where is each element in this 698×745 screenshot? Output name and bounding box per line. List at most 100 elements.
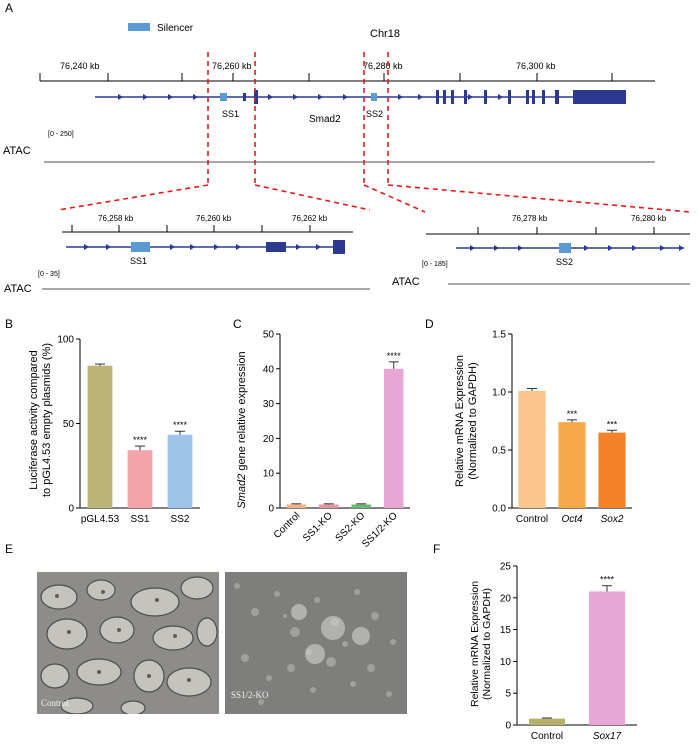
chart-b-bar <box>167 434 193 508</box>
ko-cell-field <box>225 572 407 714</box>
right-ruler-ticks <box>477 227 655 234</box>
chart-f-ytick-label: 10 <box>500 657 512 668</box>
left-tick-label: 76,258 kb <box>98 214 134 223</box>
atac-label-top: ATAC <box>3 145 31 157</box>
chart-c-ylabel-rest: gene relative expression <box>236 351 248 470</box>
chart-c-ytick-label: 40 <box>263 364 275 375</box>
microscopy-ss12-ko: SS1/2-KO <box>225 572 407 714</box>
chart-b-category-label: pGL4.53 <box>81 514 120 525</box>
microscopy-control: Control <box>37 572 219 714</box>
chart-b-category-label: SS2 <box>171 514 190 525</box>
chart-b-category-label: SS1 <box>131 514 150 525</box>
chart-f-ylabel-line1: Relative mRNA Expression <box>469 581 481 707</box>
chart-d-bar <box>518 390 546 508</box>
chart-f-sox17-expression: 0 5 10 15 20 25 Control **** Sox17 <box>500 562 637 742</box>
ss2-label-zoom: SS2 <box>556 257 573 267</box>
chart-b-ylabel-line2: to pGL4.53 empty plasmids (%) <box>41 343 53 497</box>
chart-b-bar <box>87 365 113 508</box>
chart-f-ytick-label: 25 <box>500 562 512 573</box>
smad2-gene-track <box>95 90 626 104</box>
photo-label-control: Control <box>41 698 69 708</box>
chart-b-ylabel-line1: Luciferase activity compared <box>28 350 40 489</box>
top-ruler-ticks <box>39 73 613 81</box>
chart-f-ytick-label: 5 <box>505 689 511 700</box>
right-tick-label: 76,278 kb <box>512 214 548 223</box>
panel-letter-e: E <box>5 542 13 556</box>
atac-label-right: ATAC <box>392 276 420 288</box>
chart-f-ytick-label: 15 <box>500 625 512 636</box>
ss2-label-top: SS2 <box>366 109 383 119</box>
panel-letter-d: D <box>425 317 434 331</box>
chart-d-significance-label: *** <box>607 419 618 429</box>
left-ruler-ticks <box>71 225 311 232</box>
chart-b-ytick-label: 0 <box>68 504 74 515</box>
left-tick-label: 76,262 kb <box>292 214 328 223</box>
chart-d-ylabel: Relative mRNA Expression(Normalized to G… <box>454 355 479 487</box>
chart-b-bar <box>127 450 153 508</box>
atac-label-left: ATAC <box>4 283 32 295</box>
ss1-label-zoom: SS1 <box>130 256 147 266</box>
control-cell-colonies <box>37 572 219 714</box>
top-tick-label: 76,300 kb <box>516 61 556 71</box>
atac-range-right: [0 - 185] <box>422 261 448 268</box>
chart-c-ylabel-gene: Smad2 <box>236 474 248 509</box>
right-gene-track <box>456 243 684 253</box>
chart-c-smad2-expression: 01020304050ControlSS1-KOSS2-KO****SS1/2-… <box>263 330 410 550</box>
chart-c-bar <box>319 504 339 508</box>
zoom-guide-lines <box>57 52 691 213</box>
chart-c-ylabel: Smad2 gene relative expression <box>236 351 248 508</box>
chart-f-ytick-label: 0 <box>505 721 511 732</box>
chart-c-bar <box>286 504 306 508</box>
panel-letter-c: C <box>233 317 242 331</box>
left-gene-track <box>66 240 345 254</box>
smad2-gene-label: Smad2 <box>309 114 341 125</box>
chart-f-ytick-label: 20 <box>500 593 512 604</box>
chart-b-ylabel: Luciferase activity comparedto pGL4.53 e… <box>28 343 53 497</box>
chart-c-ytick-label: 30 <box>263 399 275 410</box>
top-tick-label: 76,260 kb <box>212 61 252 71</box>
chart-d-category-label: Oct4 <box>561 514 583 525</box>
chart-d-ytick-label: 0.5 <box>492 446 506 457</box>
chart-f-ylabel: Relative mRNA Expression(Normalized to G… <box>469 581 493 707</box>
chart-f-bar <box>529 718 565 725</box>
chart-b-ytick-label: 50 <box>63 419 75 430</box>
chart-b-luciferase: 0 50 100 pGL4.53 **** SS1 **** SS2 <box>57 335 200 525</box>
chart-c-ytick-label: 10 <box>263 469 275 480</box>
chart-f-ylabel-line2: (Normalized to GAPDH) <box>481 588 493 700</box>
chromosome-label: Chr18 <box>370 28 400 40</box>
chart-d-ylabel-line1: Relative mRNA Expression <box>454 355 466 487</box>
chart-f-significance-label: **** <box>600 575 615 585</box>
chart-c-ytick-label: 0 <box>268 504 274 515</box>
chart-d-ytick-label: 0.0 <box>492 504 506 515</box>
right-tick-label: 76,280 kb <box>631 214 667 223</box>
chart-d-category-label: Control <box>516 514 548 525</box>
chart-b-significance-label: **** <box>173 420 188 430</box>
panel-letter-a: A <box>5 1 13 15</box>
photo-label-ss12-ko: SS1/2-KO <box>231 690 269 700</box>
chart-d-mrna-expression: 0.0 0.5 1.0 1.5 Control *** Oct4 *** Sox2 <box>492 330 632 525</box>
chart-c-category-label: SS1-KO <box>301 510 335 544</box>
ss1-label-top: SS1 <box>222 109 239 119</box>
chart-d-ytick-label: 1.0 <box>492 388 506 399</box>
silencer-legend-label: Silencer <box>157 23 194 34</box>
chart-f-category-label: Sox17 <box>593 731 622 742</box>
chart-d-bar <box>598 432 626 508</box>
atac-range-top: [0 - 250] <box>48 131 74 138</box>
chart-c-ytick-label: 50 <box>263 330 275 341</box>
chart-b-significance-label: **** <box>133 435 148 445</box>
chart-c-category-label: SS1/2-KO <box>360 510 400 550</box>
panel-letter-b: B <box>5 317 13 331</box>
chart-b-ytick-label: 100 <box>57 335 74 346</box>
panel-letter-f: F <box>433 542 440 556</box>
chart-d-bar <box>558 422 586 508</box>
chart-c-significance-label: **** <box>387 351 402 361</box>
chart-d-ytick-label: 1.5 <box>492 330 506 341</box>
chart-c-bar <box>351 504 371 508</box>
chart-c-category-label: Control <box>272 510 303 541</box>
chart-c-bar <box>384 368 404 508</box>
chart-c-ytick-label: 20 <box>263 434 275 445</box>
silencer-legend-swatch <box>128 23 150 31</box>
left-tick-label: 76,260 kb <box>196 214 232 223</box>
chart-f-bar <box>589 591 625 725</box>
